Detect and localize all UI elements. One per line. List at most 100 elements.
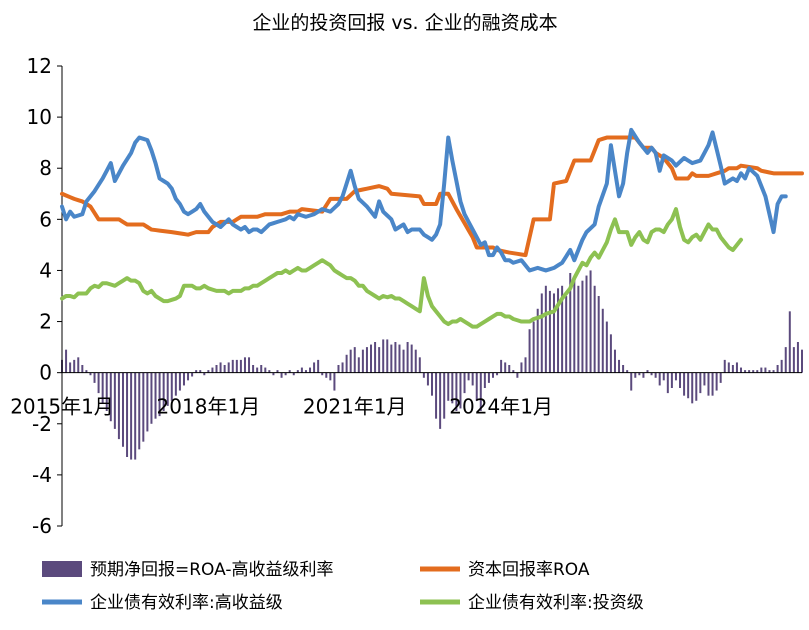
net-return-bar — [325, 372, 328, 378]
net-return-bar — [410, 344, 413, 373]
net-return-bar — [622, 365, 625, 373]
net-return-bar — [126, 372, 129, 457]
net-return-bar — [203, 372, 206, 376]
net-return-bar — [801, 349, 803, 373]
net-return-bar — [723, 359, 726, 373]
net-return-bar — [370, 344, 373, 373]
net-return-bar — [150, 372, 153, 424]
net-return-bar — [321, 372, 324, 376]
net-return-bar — [146, 372, 149, 432]
net-return-bar — [768, 370, 771, 373]
x-tick-label: 2021年1月 — [303, 395, 407, 419]
net-return-bar — [585, 275, 588, 373]
net-return-bar — [740, 367, 743, 373]
series-line-2 — [60, 127, 788, 273]
net-return-bar — [561, 285, 564, 373]
net-return-bar — [357, 357, 360, 373]
net-return-bar — [784, 347, 787, 373]
x-tick-label: 2024年1月 — [449, 395, 553, 419]
net-return-bar — [796, 342, 799, 373]
net-return-bar — [219, 362, 222, 373]
net-return-bar — [727, 362, 730, 373]
net-return-bar — [642, 372, 645, 378]
net-return-bar — [609, 334, 612, 373]
net-return-bar — [162, 372, 165, 411]
net-return-bar — [65, 349, 68, 373]
axes: 12 10 8 6 4 2 0 -2 -4 -6 2015年1月 2018年1月 2021年1月 2024… — [10, 54, 802, 538]
net-return-bar — [207, 370, 210, 373]
net-return-bar — [654, 372, 657, 378]
net-return-bar — [374, 342, 377, 373]
net-return-bar — [353, 347, 356, 373]
net-return-bar — [467, 372, 470, 381]
net-return-bar — [174, 372, 177, 396]
net-return-bar — [707, 372, 710, 396]
line-series — [60, 127, 804, 329]
net-return-bar — [744, 370, 747, 373]
net-return-bar — [300, 367, 303, 373]
net-return-bar — [390, 344, 393, 373]
net-return-bar — [581, 280, 584, 373]
net-return-bar — [565, 296, 568, 373]
net-return-bar — [695, 372, 698, 401]
net-return-bar — [772, 370, 775, 373]
net-return-bar — [69, 362, 72, 373]
net-return-bar — [418, 357, 421, 373]
net-return-bar — [487, 372, 490, 383]
net-return-bar — [605, 321, 608, 373]
net-return-bar — [459, 372, 462, 409]
net-return-bar — [500, 359, 503, 373]
net-return-bar — [764, 367, 767, 373]
net-return-bar — [683, 372, 686, 396]
net-return-bar — [341, 362, 344, 373]
y-tick-label: -6 — [32, 514, 52, 538]
net-return-bar — [402, 349, 405, 373]
net-return-bar — [337, 365, 340, 373]
net-return-bar — [626, 370, 629, 373]
net-return-bar — [658, 372, 661, 386]
net-return-bar — [223, 365, 226, 373]
net-return-bar — [154, 372, 157, 419]
net-return-bar — [618, 359, 621, 373]
net-return-bar — [268, 370, 271, 373]
net-return-bar — [573, 278, 576, 373]
net-return-bar — [439, 372, 442, 429]
net-return-bar — [398, 344, 401, 373]
net-return-bar — [426, 372, 429, 386]
net-return-bar — [178, 372, 181, 391]
net-return-bar — [679, 372, 682, 388]
net-return-bar — [666, 372, 669, 394]
y-tick-label: 12 — [27, 54, 52, 78]
net-return-bar — [593, 285, 596, 373]
net-return-bar — [674, 372, 677, 381]
net-return-bar — [748, 370, 751, 373]
net-return-bar — [89, 372, 92, 376]
net-return-bar — [512, 370, 515, 373]
net-return-bar — [540, 293, 543, 373]
net-return-bar — [431, 372, 433, 396]
net-return-bar — [776, 365, 779, 373]
net-return-bar — [386, 339, 389, 373]
net-return-bar — [634, 372, 637, 378]
net-return-bar — [81, 365, 84, 373]
net-return-bar — [280, 372, 283, 378]
x-tick-label: 2018年1月 — [157, 395, 261, 419]
net-return-bar — [288, 370, 291, 373]
net-return-bar — [443, 372, 446, 419]
net-return-bar — [496, 372, 499, 376]
y-tick-label: -4 — [32, 463, 52, 487]
net-return-bar — [101, 372, 104, 404]
net-return-bar — [597, 296, 600, 373]
net-return-bar — [719, 372, 722, 383]
net-return-bar — [142, 372, 145, 442]
y-tick-label: 10 — [27, 105, 52, 129]
net-return-bar — [435, 372, 438, 419]
net-return-bar — [121, 372, 124, 447]
net-return-bar — [130, 372, 133, 460]
legend-swatch — [42, 561, 82, 577]
net-return-bar — [317, 359, 320, 373]
legend: 预期净回报=ROA-高收益级利率 资本回报率ROA 企业债有效利率:高收益级 企业债有… — [42, 560, 644, 613]
net-return-bar — [239, 359, 242, 373]
net-return-bar — [711, 372, 714, 396]
